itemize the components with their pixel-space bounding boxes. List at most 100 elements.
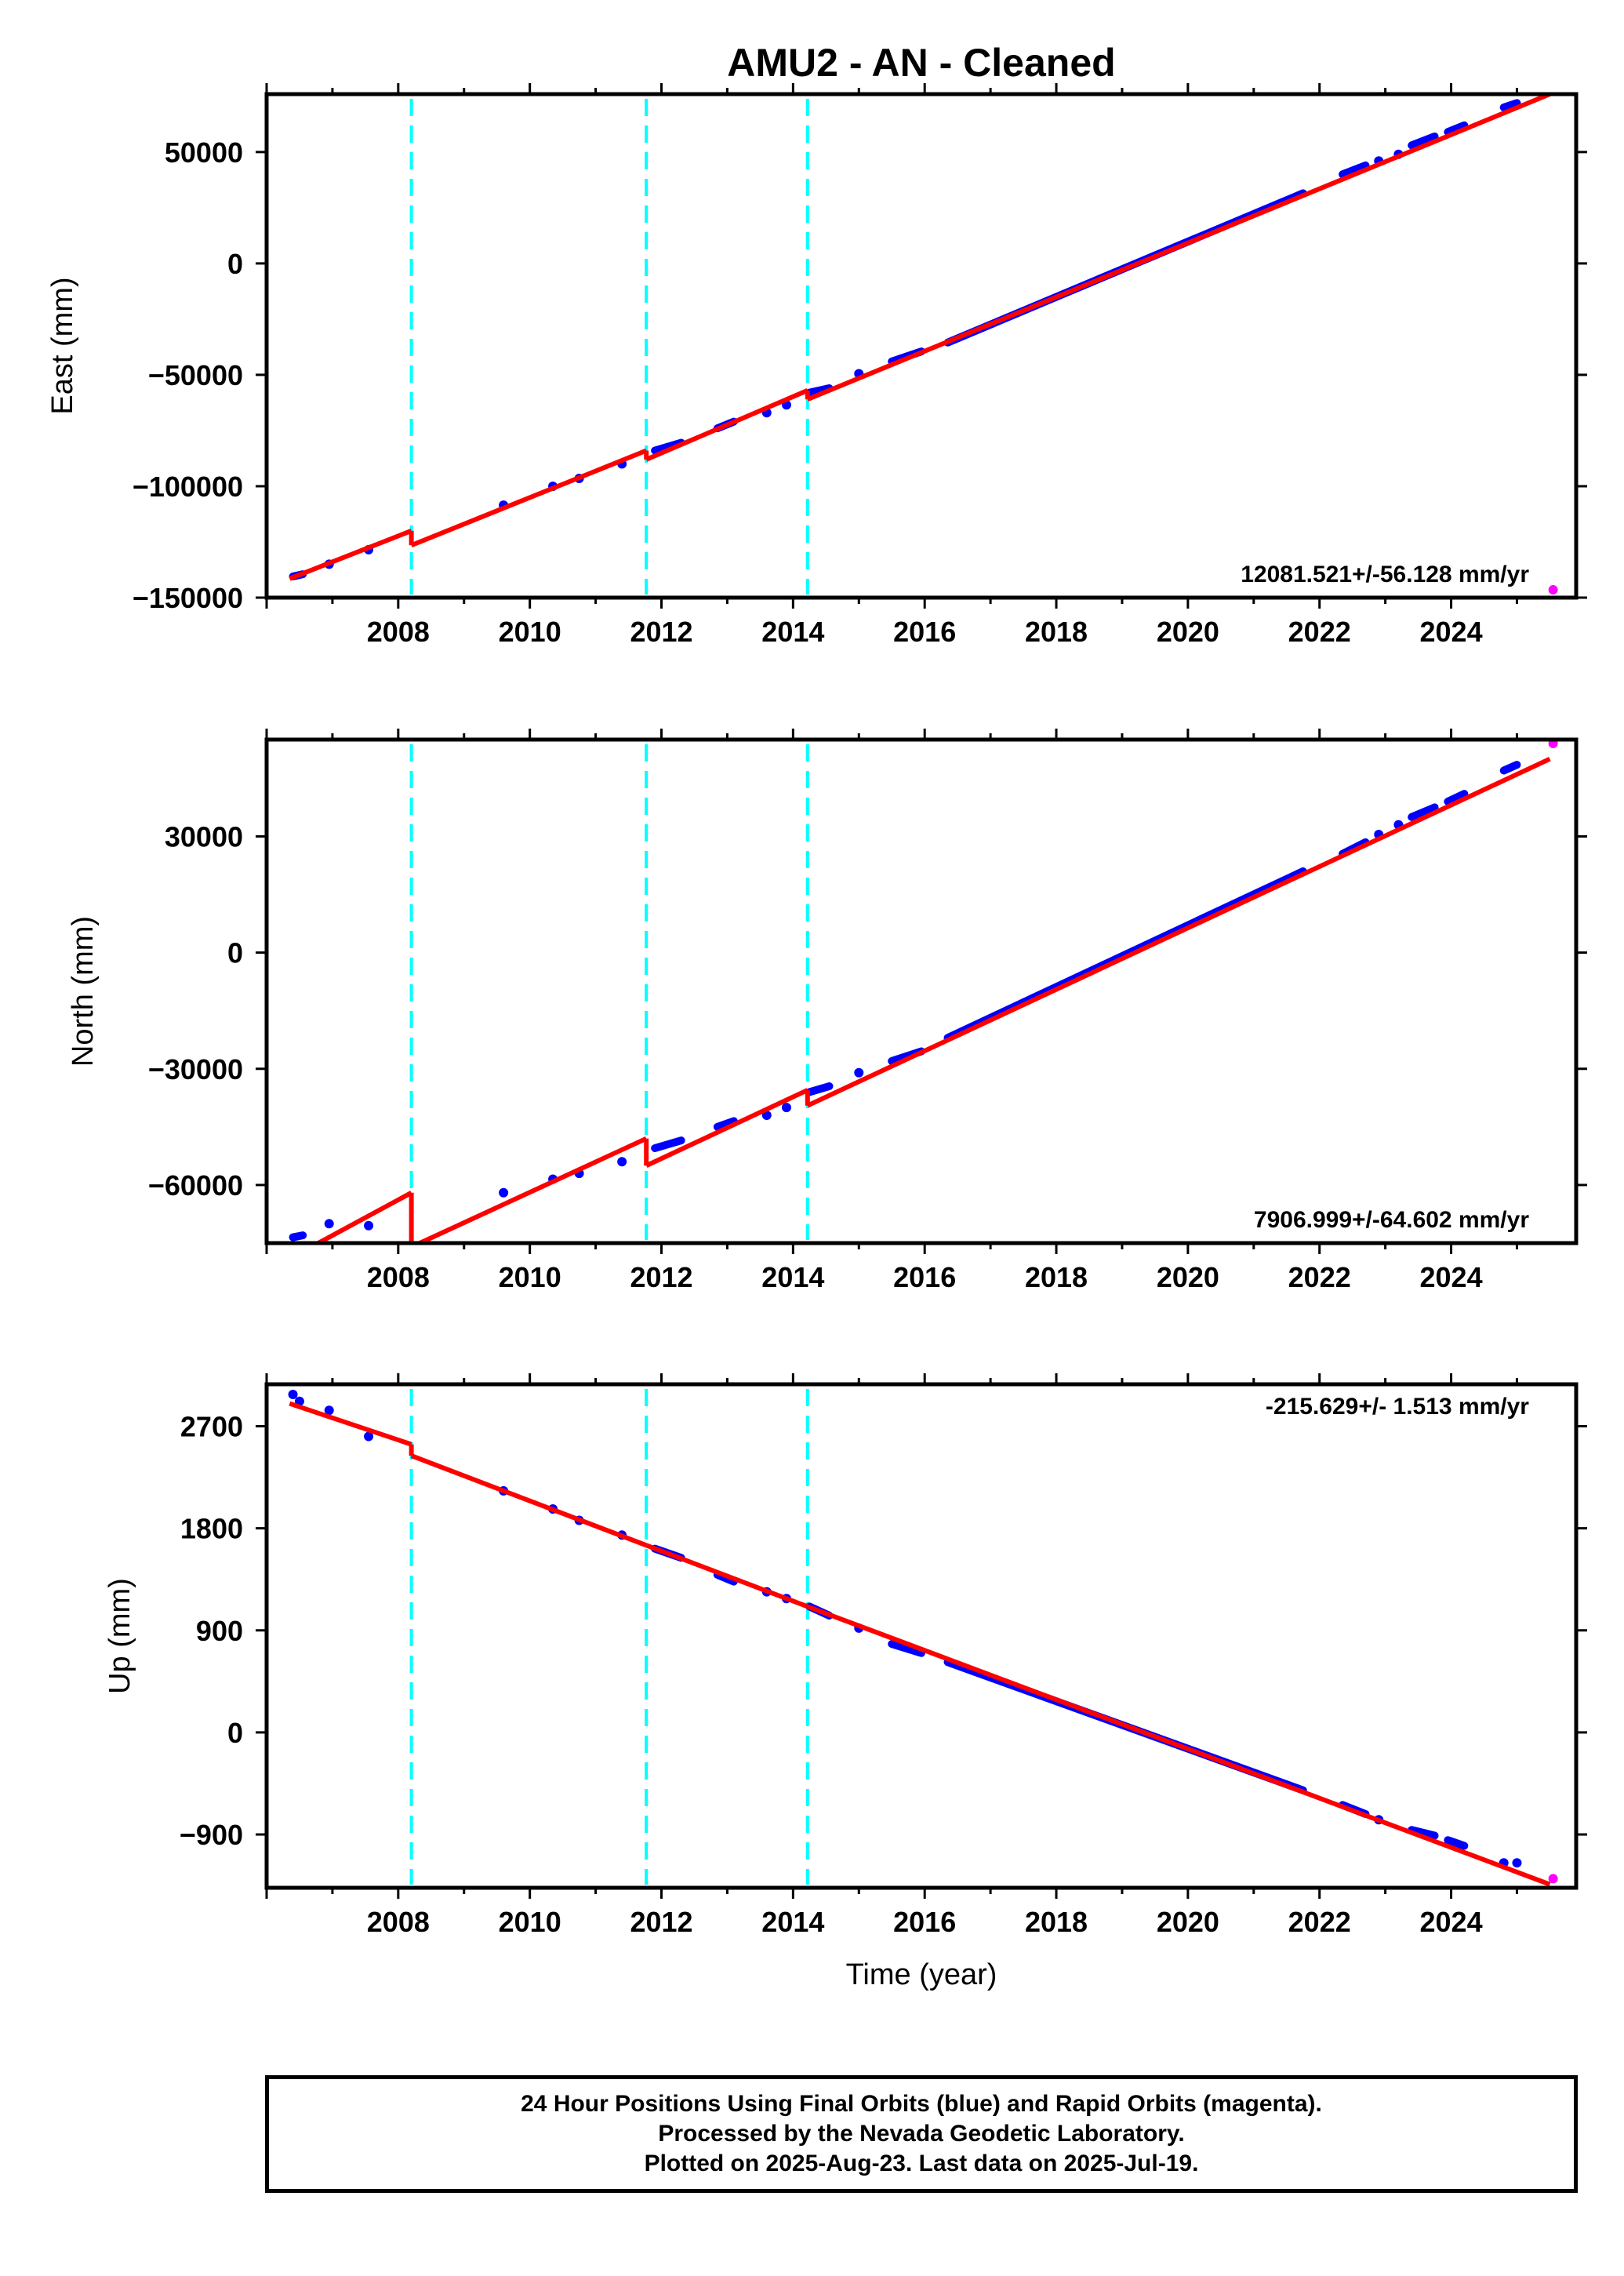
east-y-axis-label: East (mm) xyxy=(46,277,79,414)
up-xtick-label: 2024 xyxy=(1420,1906,1483,1938)
east-final-cluster-7 xyxy=(1408,132,1439,150)
up-ytick-label: 0 xyxy=(227,1717,243,1749)
north-final-cluster-8 xyxy=(1444,790,1469,806)
north-final-cluster-7 xyxy=(1408,803,1439,821)
east-ytick-label: 0 xyxy=(227,248,243,280)
north-panel: 2008 2010 2012 2014 2016 2018 2020 2022 2024 −600… xyxy=(67,729,1587,1293)
north-model-segment-0 xyxy=(313,1191,413,1243)
north-plot-area xyxy=(289,744,1551,1243)
east-xtick-label: 2022 xyxy=(1288,616,1351,648)
up-y-axis-label: Up (mm) xyxy=(104,1578,136,1694)
north-ytick-label: −30000 xyxy=(148,1053,243,1085)
north-final-point-1 xyxy=(364,1220,374,1231)
east-model-segment-2 xyxy=(645,388,809,462)
north-final-point-0 xyxy=(324,1219,334,1229)
up-rate-label: -215.629+/- 1.513 mm/yr xyxy=(1266,1394,1529,1420)
north-ytick-label: 0 xyxy=(227,937,243,969)
east-xtick-label: 2008 xyxy=(367,616,430,648)
up-plot-area xyxy=(288,1389,1551,1887)
up-final-point-3 xyxy=(364,1431,374,1442)
north-final-cluster-9 xyxy=(1499,761,1521,775)
east-rapid-point-0 xyxy=(1548,585,1558,595)
footer-line-1: 24 Hour Positions Using Final Orbits (bl… xyxy=(521,2091,1322,2117)
north-final-cluster-1 xyxy=(651,1136,685,1153)
east-final-cluster-6 xyxy=(1339,161,1370,179)
east-model-segment-3 xyxy=(806,94,1551,402)
north-final-point-8 xyxy=(854,1067,864,1078)
north-xtick-label: 2016 xyxy=(893,1261,956,1293)
east-rate-label: 12081.521+/-56.128 mm/yr xyxy=(1241,562,1529,587)
north-ytick-label: 30000 xyxy=(165,820,243,853)
east-frame xyxy=(264,92,1579,600)
north-model-segment-2 xyxy=(645,1088,809,1168)
east-ytick-label: 50000 xyxy=(165,136,243,169)
north-xtick-label: 2020 xyxy=(1157,1261,1219,1293)
north-final-cluster-3 xyxy=(805,1082,834,1096)
east-panel: 2008 2010 2012 2014 2016 2018 2020 2022 2024 −150… xyxy=(46,83,1587,648)
north-y-axis-label: North (mm) xyxy=(67,916,100,1067)
east-model-segment-0 xyxy=(289,528,412,581)
north-xtick-label: 2014 xyxy=(761,1261,824,1293)
chart-title: AMU2 - AN - Cleaned xyxy=(727,41,1115,85)
north-final-point-6 xyxy=(761,1111,772,1121)
east-final-cluster-3 xyxy=(805,384,834,397)
east-xtick-label: 2012 xyxy=(630,616,692,648)
up-rapid-point-0 xyxy=(1548,1874,1558,1884)
up-xtick-label: 2014 xyxy=(761,1906,824,1938)
east-model-segment-1 xyxy=(410,448,648,548)
up-final-point-0 xyxy=(288,1390,298,1400)
up-final-cluster-1 xyxy=(713,1570,738,1586)
north-xtick-label: 2012 xyxy=(630,1261,692,1293)
footer-line-2: Processed by the Nevada Geodetic Laborat… xyxy=(658,2121,1185,2147)
north-ytick-label: −60000 xyxy=(148,1169,243,1202)
up-model-segment-3 xyxy=(806,1604,1551,1887)
north-model-segment-3 xyxy=(806,756,1551,1108)
north-final-cluster-0 xyxy=(289,1231,307,1242)
up-xtick-label: 2010 xyxy=(499,1906,561,1938)
north-xtick-label: 2024 xyxy=(1420,1261,1483,1293)
up-ytick-label: 1800 xyxy=(180,1513,243,1545)
north-xtick-label: 2022 xyxy=(1288,1261,1351,1293)
north-frame xyxy=(264,737,1579,1245)
north-model-segment-1 xyxy=(414,1136,648,1243)
north-final-cluster-2 xyxy=(713,1117,738,1131)
east-final-cluster-8 xyxy=(1444,121,1469,136)
up-model-segment-0 xyxy=(289,1401,412,1447)
footer-note: 24 Hour Positions Using Final Orbits (bl… xyxy=(265,2075,1578,2193)
east-plot-area xyxy=(289,94,1551,594)
east-xtick-label: 2018 xyxy=(1025,616,1088,648)
east-xtick-label: 2010 xyxy=(499,616,561,648)
up-final-point-2 xyxy=(324,1405,334,1416)
up-final-cluster-6 xyxy=(1408,1826,1439,1840)
up-xtick-label: 2012 xyxy=(630,1906,692,1938)
up-panel: 2008 2010 2012 2014 2016 2018 2020 2022 2024 −900… xyxy=(104,1373,1587,1938)
north-final-point-7 xyxy=(781,1103,791,1113)
up-frame xyxy=(264,1382,1579,1890)
up-xtick-label: 2008 xyxy=(367,1906,430,1938)
up-xtick-label: 2016 xyxy=(893,1906,956,1938)
up-ytick-label: 2700 xyxy=(180,1411,243,1443)
up-final-cluster-7 xyxy=(1444,1836,1469,1850)
up-ytick-label: −900 xyxy=(180,1819,243,1851)
north-rate-label: 7906.999+/-64.602 mm/yr xyxy=(1254,1207,1529,1233)
up-final-cluster-3 xyxy=(888,1640,925,1657)
up-xtick-label: 2020 xyxy=(1157,1906,1219,1938)
north-xtick-label: 2010 xyxy=(499,1261,561,1293)
up-model-segment-1 xyxy=(410,1453,648,1548)
footer-line-3: Plotted on 2025-Aug-23. Last data on 202… xyxy=(644,2151,1199,2176)
east-xtick-label: 2016 xyxy=(893,616,956,648)
north-final-point-5 xyxy=(617,1157,627,1167)
east-ytick-label: −50000 xyxy=(148,359,243,391)
up-final-point-13 xyxy=(1512,1858,1522,1868)
east-ytick-label: −100000 xyxy=(133,471,243,503)
east-ytick-label: −150000 xyxy=(133,582,243,614)
up-xtick-label: 2018 xyxy=(1025,1906,1088,1938)
east-xtick-label: 2014 xyxy=(761,616,824,648)
east-xtick-label: 2024 xyxy=(1420,616,1483,648)
north-final-point-2 xyxy=(499,1187,509,1198)
east-xtick-label: 2020 xyxy=(1157,616,1219,648)
north-xtick-label: 2018 xyxy=(1025,1261,1088,1293)
east-final-cluster-9 xyxy=(1499,99,1521,112)
up-ytick-label: 900 xyxy=(196,1615,243,1647)
